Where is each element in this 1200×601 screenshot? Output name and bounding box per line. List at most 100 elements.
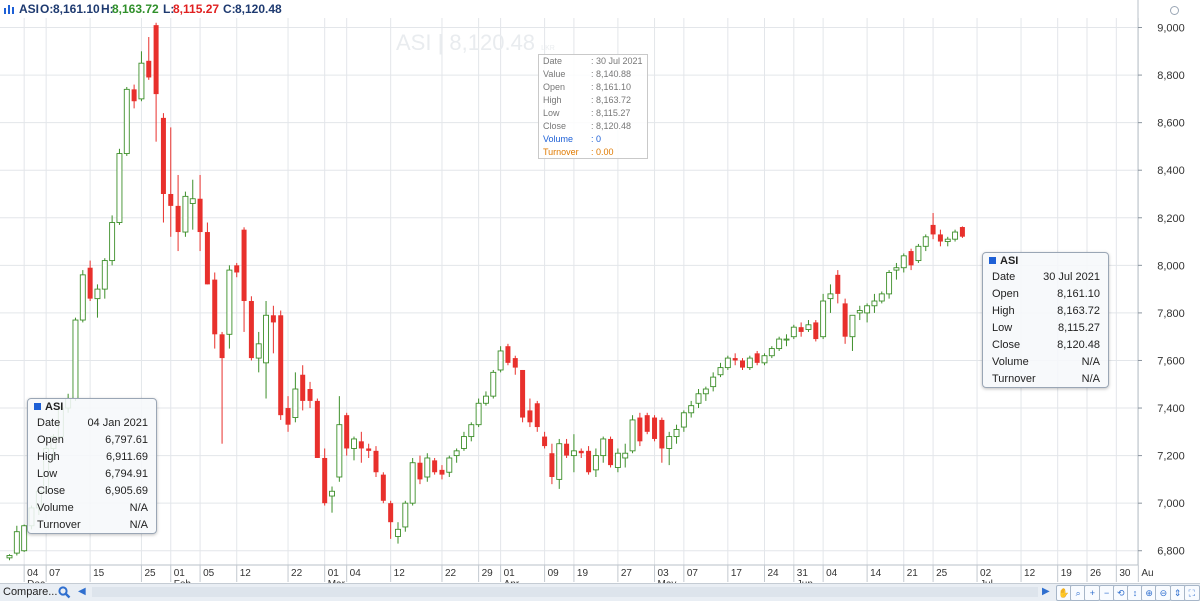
candle-up <box>776 338 783 350</box>
crosshair-tooltip: Date: 30 Jul 2021 Value: 8,140.88 Open: 8,… <box>538 54 648 159</box>
candle-down <box>358 441 364 449</box>
candle-down <box>307 389 313 401</box>
candle-up <box>329 490 335 497</box>
tooltip-key: Low <box>992 322 1013 334</box>
tooltip-row: Close: 8,120.48 <box>539 120 647 133</box>
header-symbol: ASI <box>19 2 40 16</box>
candle-down <box>813 322 819 340</box>
tooltip-row: Value: 8,140.88 <box>539 68 647 81</box>
tooltip-value: 6,905.69 <box>105 485 148 497</box>
candle-up <box>116 153 123 223</box>
candle-down <box>278 315 284 416</box>
x-tick-day: 25 <box>936 568 948 579</box>
horizontal-scrollbar[interactable] <box>92 587 1038 597</box>
tooltip-key: Close <box>992 339 1021 351</box>
candle-up <box>21 525 28 552</box>
candle-down <box>542 436 548 447</box>
candle-down <box>344 415 350 449</box>
tooltip-row: Turnover: 0.00 <box>539 146 647 159</box>
candle-down <box>637 417 643 442</box>
tooltip-row: Date 04 Jan 2021 <box>28 415 156 432</box>
x-axis: 04Dec07152501Feb05122201Mar0412222901Apr… <box>23 565 1154 583</box>
settings-icon[interactable] <box>1170 6 1179 15</box>
candle-down <box>432 460 438 473</box>
candle-up <box>746 357 753 369</box>
candle-up <box>336 424 343 478</box>
tooltip-row: Open 6,797.61 <box>28 432 156 449</box>
candle-down <box>564 443 570 456</box>
tooltip-value: : 0 <box>591 134 602 144</box>
tooltip-last-candle: ASI Date 30 Jul 2021 Open 8,161.10 High 8,163… <box>982 252 1109 388</box>
compare-button[interactable]: Compare... <box>3 586 58 598</box>
tooltip-value: 8,161.10 <box>1057 288 1100 300</box>
candle-up <box>292 388 299 418</box>
candle-down <box>131 89 137 102</box>
candle-up <box>497 350 504 371</box>
candle-down <box>241 229 247 302</box>
candle-up <box>446 457 453 473</box>
scroll-right-arrow-icon[interactable]: ▶ <box>1042 586 1050 597</box>
x-tick-day: 19 <box>1061 568 1073 579</box>
y-tick-label: 7,000 <box>1157 498 1185 510</box>
candle-down <box>659 419 665 449</box>
candle-down <box>234 265 240 273</box>
candlestick-chart[interactable]: 9,000 8,800 8,600 8,400 8,200 8,000 7,800 7,600… <box>0 0 1200 583</box>
zoom-in-icon[interactable]: + <box>1084 585 1101 601</box>
candle-up <box>724 357 731 369</box>
candle-up <box>123 88 130 155</box>
search-icon[interactable] <box>58 586 71 599</box>
tooltip-rows: Date 04 Jan 2021 Open 6,797.61 High 6,911.69 L… <box>28 415 156 534</box>
x-tick-day: 31 <box>797 568 809 579</box>
candle-down <box>505 346 511 363</box>
x-tick-day: 25 <box>144 568 156 579</box>
candle-up <box>483 395 489 404</box>
tooltip-row: Volume : 0 <box>539 133 647 146</box>
tooltip-key: High <box>992 305 1015 317</box>
candle-up <box>820 300 827 338</box>
tooltip-value: : 30 Jul 2021 <box>591 56 643 66</box>
candle-down <box>578 450 584 454</box>
candle-up <box>871 300 878 307</box>
candle-up <box>101 260 108 290</box>
candle-down <box>373 450 379 473</box>
candle-down <box>512 358 518 368</box>
candle-up <box>717 367 724 376</box>
x-tick-month: Jul <box>980 579 993 583</box>
tooltip-row: High: 8,163.72 <box>539 94 647 107</box>
symbol-watermark: ASI | 8,120.48 LKR <box>396 30 555 56</box>
tooltip-value: : 0.00 <box>591 147 614 157</box>
candle-down <box>168 193 174 206</box>
candle-up <box>409 462 416 504</box>
candle-down <box>652 417 658 439</box>
candle-up <box>922 236 929 247</box>
header-low-value: 8,115.27 <box>173 2 220 16</box>
candle-down <box>366 448 372 451</box>
tooltip-key: Low <box>543 108 560 118</box>
candle-down <box>930 224 936 235</box>
tooltip-key: Volume <box>543 134 574 144</box>
y-tick-label: 7,800 <box>1157 308 1185 320</box>
y-tick-label: 7,600 <box>1157 355 1185 367</box>
x-tick-day: Au <box>1141 568 1153 579</box>
candle-up <box>805 324 812 331</box>
x-tick-month: Jun <box>797 579 813 583</box>
x-tick-day: 04 <box>27 568 39 579</box>
tooltip-value: : 8,115.27 <box>591 108 631 118</box>
x-tick-month: Apr <box>504 579 520 583</box>
zoom-out-y-icon[interactable]: ⊖ <box>1155 585 1172 601</box>
scroll-left-arrow-icon[interactable]: ◀ <box>78 586 86 597</box>
series-swatch-icon <box>34 403 41 410</box>
x-tick-day: 15 <box>93 568 105 579</box>
tooltip-key: Volume <box>992 356 1029 368</box>
tooltip-row: High 6,911.69 <box>28 449 156 466</box>
candle-down <box>586 450 592 473</box>
x-tick-day: 12 <box>394 568 406 579</box>
fullscreen-icon[interactable]: ⛶ <box>1183 585 1200 601</box>
candle-up <box>827 293 834 300</box>
tooltip-row: Close 6,905.69 <box>28 483 156 500</box>
tooltip-value: : 8,120.48 <box>591 121 632 131</box>
x-tick-month: Dec <box>27 579 45 583</box>
header-open-value: 8,161.10 <box>53 2 100 16</box>
candle-down <box>740 360 745 368</box>
tooltip-key: Turnover <box>37 519 81 531</box>
